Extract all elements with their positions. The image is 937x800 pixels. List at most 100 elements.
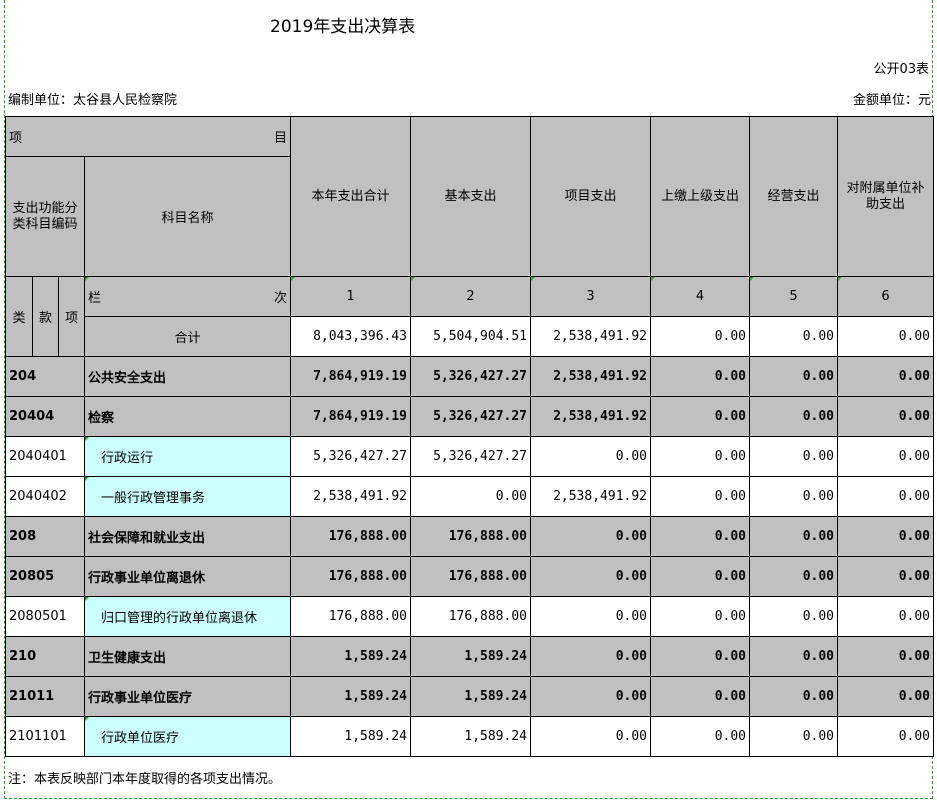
table-row: 210 卫生健康支出 1,589.24 1,589.24 0.00 0.00 0.00 0.0…	[5, 636, 934, 677]
col-header-2: 基本支出	[410, 116, 531, 277]
row-value-4[interactable]: 0.00	[650, 516, 750, 557]
row-value-1[interactable]: 7,864,919.19	[290, 356, 411, 397]
row-value-3[interactable]: 2,538,491.92	[530, 356, 651, 397]
row-value-2[interactable]: 176,888.00	[410, 556, 531, 597]
expense-table: 项 目 本年支出合计 基本支出 项目支出 上缴上级支出 经营支出 对附属单位补助…	[5, 116, 934, 757]
total-value-2[interactable]: 5,504,904.51	[410, 316, 531, 357]
row-name[interactable]: 卫生健康支出	[84, 636, 291, 677]
row-value-5[interactable]: 0.00	[749, 636, 838, 677]
table-row: 2040402 一般行政管理事务 2,538,491.92 0.00 2,538,491…	[5, 476, 934, 517]
row-value-4[interactable]: 0.00	[650, 676, 750, 717]
total-value-3[interactable]: 2,538,491.92	[530, 316, 651, 357]
row-value-4[interactable]: 0.00	[650, 356, 750, 397]
row-code[interactable]: 2101101	[5, 716, 85, 757]
row-name[interactable]: 行政事业单位医疗	[84, 676, 291, 717]
row-value-5[interactable]: 0.00	[749, 556, 838, 597]
row-value-6[interactable]: 0.00	[837, 556, 934, 597]
row-value-1[interactable]: 7,864,919.19	[290, 396, 411, 437]
row-code[interactable]: 2040401	[5, 436, 85, 477]
row-name[interactable]: 行政事业单位离退休	[84, 556, 291, 597]
row-value-2[interactable]: 176,888.00	[410, 516, 531, 557]
row-value-5[interactable]: 0.00	[749, 396, 838, 437]
row-value-1[interactable]: 5,326,427.27	[290, 436, 411, 477]
row-value-3[interactable]: 0.00	[530, 516, 651, 557]
row-code[interactable]: 2040402	[5, 476, 85, 517]
row-value-2[interactable]: 1,589.24	[410, 716, 531, 757]
col-num-3: 3	[530, 276, 651, 317]
total-value-6[interactable]: 0.00	[837, 316, 934, 357]
row-value-6[interactable]: 0.00	[837, 636, 934, 677]
row-value-2[interactable]: 5,326,427.27	[410, 396, 531, 437]
total-value-1[interactable]: 8,043,396.43	[290, 316, 411, 357]
row-value-3[interactable]: 0.00	[530, 676, 651, 717]
page-title: 2019年支出决算表	[270, 17, 416, 37]
total-value-4[interactable]: 0.00	[650, 316, 750, 357]
table-row: 2080501 归口管理的行政单位离退休 176,888.00 176,888.00 0…	[5, 596, 934, 637]
row-code[interactable]: 208	[5, 516, 85, 557]
row-value-3[interactable]: 0.00	[530, 716, 651, 757]
row-value-3[interactable]: 0.00	[530, 636, 651, 677]
row-name[interactable]: 社会保障和就业支出	[84, 516, 291, 557]
row-code[interactable]: 204	[5, 356, 85, 397]
row-value-3[interactable]: 0.00	[530, 436, 651, 477]
row-name[interactable]: 行政运行	[84, 436, 291, 477]
row-name[interactable]: 检察	[84, 396, 291, 437]
row-value-2[interactable]: 5,326,427.27	[410, 436, 531, 477]
col-header-3: 项目支出	[530, 116, 651, 277]
row-value-3[interactable]: 0.00	[530, 596, 651, 637]
row-value-4[interactable]: 0.00	[650, 716, 750, 757]
row-value-4[interactable]: 0.00	[650, 396, 750, 437]
row-value-6[interactable]: 0.00	[837, 436, 934, 477]
row-value-2[interactable]: 5,326,427.27	[410, 356, 531, 397]
row-value-4[interactable]: 0.00	[650, 556, 750, 597]
row-value-1[interactable]: 1,589.24	[290, 636, 411, 677]
row-code[interactable]: 20805	[5, 556, 85, 597]
row-value-5[interactable]: 0.00	[749, 476, 838, 517]
row-value-3[interactable]: 2,538,491.92	[530, 476, 651, 517]
row-code[interactable]: 210	[5, 636, 85, 677]
row-value-3[interactable]: 0.00	[530, 556, 651, 597]
row-code[interactable]: 21011	[5, 676, 85, 717]
row-value-6[interactable]: 0.00	[837, 396, 934, 437]
row-value-4[interactable]: 0.00	[650, 596, 750, 637]
row-value-1[interactable]: 1,589.24	[290, 676, 411, 717]
row-value-4[interactable]: 0.00	[650, 636, 750, 677]
row-value-6[interactable]: 0.00	[837, 676, 934, 717]
row-value-5[interactable]: 0.00	[749, 596, 838, 637]
total-label: 合计	[84, 316, 291, 357]
row-value-5[interactable]: 0.00	[749, 356, 838, 397]
row-name[interactable]: 行政单位医疗	[84, 716, 291, 757]
row-value-5[interactable]: 0.00	[749, 516, 838, 557]
row-value-1[interactable]: 176,888.00	[290, 596, 411, 637]
row-value-6[interactable]: 0.00	[837, 716, 934, 757]
row-value-6[interactable]: 0.00	[837, 356, 934, 397]
row-value-6[interactable]: 0.00	[837, 476, 934, 517]
row-value-4[interactable]: 0.00	[650, 436, 750, 477]
header-xiang-mu: 项 目	[5, 116, 291, 157]
header-mu: 目	[273, 131, 287, 146]
row-value-2[interactable]: 0.00	[410, 476, 531, 517]
row-value-1[interactable]: 176,888.00	[290, 556, 411, 597]
row-value-1[interactable]: 1,589.24	[290, 716, 411, 757]
row-name[interactable]: 一般行政管理事务	[84, 476, 291, 517]
table-row: 2101101 行政单位医疗 1,589.24 1,589.24 0.00 0.00 0.0…	[5, 716, 934, 757]
row-value-6[interactable]: 0.00	[837, 516, 934, 557]
row-value-5[interactable]: 0.00	[749, 436, 838, 477]
row-value-2[interactable]: 1,589.24	[410, 676, 531, 717]
header-name-col: 科目名称	[84, 156, 291, 277]
row-value-4[interactable]: 0.00	[650, 476, 750, 517]
row-name[interactable]: 公共安全支出	[84, 356, 291, 397]
row-value-1[interactable]: 2,538,491.92	[290, 476, 411, 517]
row-value-1[interactable]: 176,888.00	[290, 516, 411, 557]
row-code[interactable]: 20404	[5, 396, 85, 437]
total-value-5[interactable]: 0.00	[749, 316, 838, 357]
row-value-5[interactable]: 0.00	[749, 716, 838, 757]
row-value-5[interactable]: 0.00	[749, 676, 838, 717]
row-value-3[interactable]: 2,538,491.92	[530, 396, 651, 437]
row-name[interactable]: 归口管理的行政单位离退休	[84, 596, 291, 637]
table-code: 公开03表	[873, 62, 929, 77]
row-code[interactable]: 2080501	[5, 596, 85, 637]
row-value-2[interactable]: 176,888.00	[410, 596, 531, 637]
row-value-2[interactable]: 1,589.24	[410, 636, 531, 677]
row-value-6[interactable]: 0.00	[837, 596, 934, 637]
